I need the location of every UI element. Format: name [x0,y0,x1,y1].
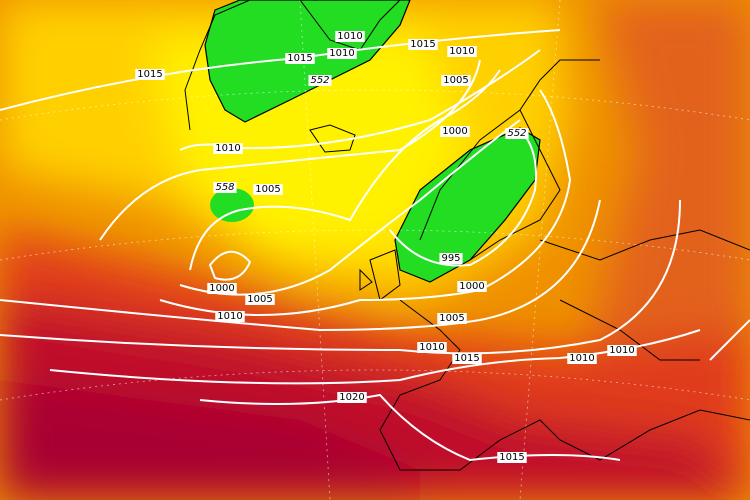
label-box [607,345,637,356]
isobar-label: 1005 [255,184,280,195]
isobar-label: 1015 [454,353,479,364]
label-box [215,311,245,322]
isobar-label: 1010 [449,46,474,57]
label-box [457,281,487,292]
label-box [497,452,527,463]
label-box [207,283,237,294]
label-box [440,126,470,137]
label-box [452,353,482,364]
label-box [505,128,529,139]
isobar-label: 552 [507,128,526,139]
isobar-label: 1010 [217,311,242,322]
isobar-label: 552 [310,75,329,86]
isobar-label: 1015 [410,39,435,50]
label-box [567,353,597,364]
label-box [439,253,463,264]
isobar-label: 1010 [329,48,354,59]
isobar-label: 1015 [137,69,162,80]
label-box [437,313,467,324]
isobar-label: 558 [215,182,234,193]
label-box [327,48,357,59]
isobar-label: 1005 [247,294,272,305]
label-box [417,342,447,353]
isobar-label: 1010 [419,342,444,353]
isobar-label: 1000 [459,281,484,292]
label-box [285,53,315,64]
isobar-label: 1015 [287,53,312,64]
isobar-label: 1010 [337,31,362,42]
isobar-labels: 1010 1015 1010 552 1015 1010 1005 1015 1010 1000 5… [135,31,637,463]
isobar-label: 1010 [609,345,634,356]
isobar-label: 1000 [442,126,467,137]
isobar-label: 1005 [443,75,468,86]
label-box [308,75,332,86]
label-box [213,182,237,193]
isobar-label: 1000 [209,283,234,294]
label-box [337,392,367,403]
label-box [213,143,243,154]
label-box [408,39,438,50]
label-box [447,46,477,57]
label-box [253,184,283,195]
label-box [135,69,165,80]
isobar-label: 1005 [439,313,464,324]
isobar-label: 1010 [215,143,240,154]
isobar-label: 1015 [499,452,524,463]
isobar-label: 1020 [339,392,364,403]
isobar-label: 1010 [569,353,594,364]
label-box [245,294,275,305]
isobar-label: 995 [441,253,460,264]
label-box [335,31,365,42]
label-box [441,75,471,86]
